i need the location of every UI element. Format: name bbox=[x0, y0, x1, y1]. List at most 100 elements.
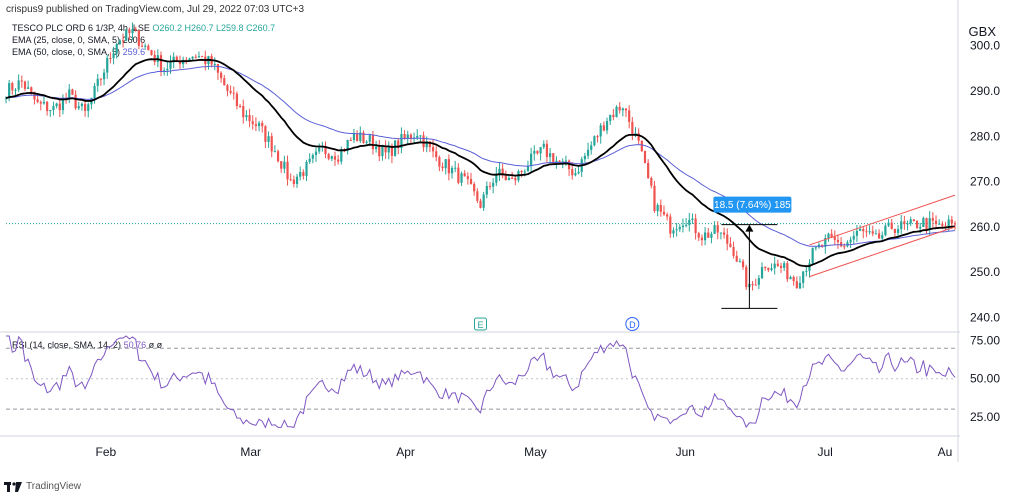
candle-body bbox=[868, 231, 871, 233]
candle-body bbox=[137, 30, 140, 46]
candle-body bbox=[261, 122, 264, 127]
ema25-line bbox=[5, 58, 956, 268]
candle-body bbox=[80, 103, 84, 107]
candle-body bbox=[830, 233, 833, 237]
candle-body bbox=[197, 56, 201, 58]
candle-body bbox=[163, 70, 166, 72]
price-tick-label: 250.0 bbox=[970, 265, 1000, 279]
candle-body bbox=[185, 59, 188, 61]
candle-body bbox=[232, 92, 235, 94]
candle-body bbox=[20, 80, 23, 82]
candle-body bbox=[460, 173, 463, 183]
candle-body bbox=[877, 233, 881, 239]
time-tick-label: Au bbox=[938, 445, 953, 459]
candle-body bbox=[827, 233, 830, 239]
candle-body bbox=[653, 185, 656, 212]
candle-body bbox=[805, 270, 808, 272]
candle-body bbox=[843, 246, 846, 248]
candle-body bbox=[640, 140, 643, 152]
candle-body bbox=[621, 108, 624, 111]
candle-body bbox=[267, 136, 270, 142]
candle-body bbox=[628, 110, 631, 122]
candle-body bbox=[318, 147, 321, 152]
candle-body bbox=[833, 236, 836, 240]
candle-body bbox=[909, 219, 912, 224]
candle-body bbox=[511, 177, 514, 179]
candle-body bbox=[235, 93, 239, 107]
candle-body bbox=[609, 114, 612, 122]
price-tick-label: 260.0 bbox=[970, 220, 1000, 234]
candle-body bbox=[219, 72, 223, 79]
candle-body bbox=[593, 136, 596, 146]
candle-body bbox=[840, 242, 843, 247]
candle-body bbox=[314, 151, 318, 156]
candle-body bbox=[492, 182, 495, 187]
candle-body bbox=[514, 178, 517, 181]
candle-body bbox=[188, 58, 191, 61]
candle-body bbox=[925, 217, 928, 229]
candle-body bbox=[115, 44, 118, 54]
currency-label: GBX bbox=[968, 24, 996, 39]
candle-body bbox=[738, 261, 742, 263]
candle-body bbox=[77, 106, 80, 109]
candle-body bbox=[501, 168, 504, 176]
candle-body bbox=[710, 233, 713, 238]
candle-body bbox=[637, 133, 640, 141]
candle-body bbox=[707, 232, 710, 238]
candle-body bbox=[656, 204, 659, 212]
ema50-legend: EMA (50, close, 0, SMA, 5) 259.6 bbox=[12, 47, 145, 57]
candle-body bbox=[71, 89, 74, 95]
candle-body bbox=[371, 135, 375, 150]
candle-body bbox=[893, 228, 897, 233]
candle-body bbox=[912, 219, 915, 221]
candle-body bbox=[96, 78, 99, 86]
close-value: C260.7 bbox=[246, 23, 276, 33]
candle-body bbox=[545, 143, 549, 157]
axes: 300.0 290.0 280.0 270.0 260.0 250.0 240.0 Feb Ma… bbox=[96, 39, 1001, 459]
candle-body bbox=[896, 229, 900, 233]
candle-body bbox=[17, 80, 20, 90]
price-tick-label: 240.0 bbox=[970, 310, 1000, 324]
candle-body bbox=[172, 56, 175, 63]
candle-body bbox=[46, 101, 49, 112]
open-value: O260.2 bbox=[152, 23, 182, 33]
candle-body bbox=[466, 176, 469, 179]
candle-body bbox=[855, 230, 859, 236]
candle-body bbox=[248, 115, 251, 122]
candle-body bbox=[798, 282, 802, 289]
candle-body bbox=[552, 153, 555, 164]
candle-body bbox=[23, 81, 27, 89]
candle-body bbox=[558, 160, 561, 163]
candle-body bbox=[650, 178, 653, 186]
candle-body bbox=[539, 147, 542, 154]
candle-body bbox=[672, 230, 675, 234]
earnings-marker-shape bbox=[474, 317, 487, 331]
rsi-extra-2: ø bbox=[156, 340, 163, 350]
candle-body bbox=[741, 261, 745, 268]
candle-body bbox=[767, 267, 770, 271]
candle-body bbox=[476, 191, 479, 201]
candle-body bbox=[242, 106, 245, 118]
candle-body bbox=[194, 56, 197, 58]
candle-body bbox=[473, 184, 476, 192]
candle-body bbox=[498, 168, 501, 174]
candle-body bbox=[292, 179, 295, 184]
candle-body bbox=[435, 151, 438, 158]
candle-body bbox=[523, 171, 526, 173]
rsi-line bbox=[6, 335, 956, 429]
candle-body bbox=[378, 146, 381, 157]
price-tick-label: 270.0 bbox=[970, 175, 1000, 189]
candle-body bbox=[39, 101, 42, 104]
earnings-marker-label: E bbox=[477, 320, 483, 330]
candle-body bbox=[659, 204, 662, 212]
candle-body bbox=[931, 218, 934, 221]
candle-body bbox=[795, 281, 798, 289]
candle-body bbox=[178, 60, 182, 65]
candle-body bbox=[121, 40, 125, 42]
candle-body bbox=[643, 151, 647, 163]
candle-body bbox=[270, 136, 273, 152]
candle-body bbox=[409, 134, 413, 139]
candle-body bbox=[488, 185, 492, 187]
candle-body bbox=[862, 228, 865, 232]
